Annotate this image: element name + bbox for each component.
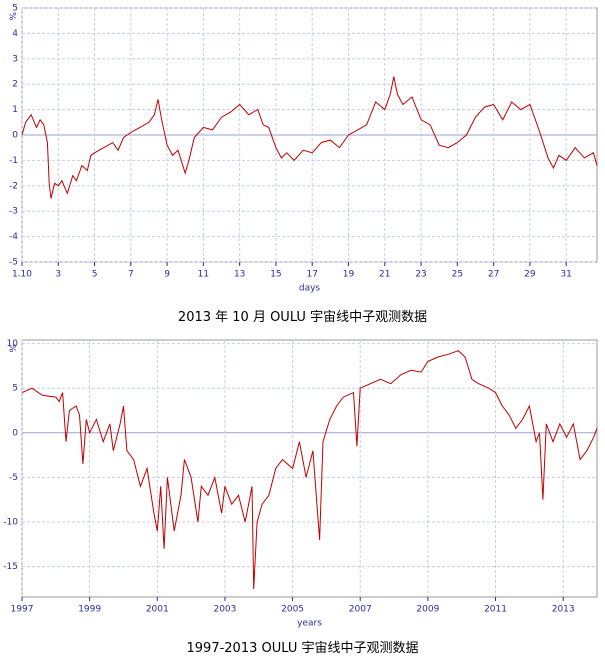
x-axis-label: days: [299, 284, 321, 294]
y-tick-label: -5: [9, 258, 18, 268]
chart-caption: 1997-2013 OULU 宇宙线中子观测数据: [186, 641, 419, 656]
x-tick-label: 2009: [416, 605, 439, 615]
x-tick-label: 9: [164, 270, 170, 280]
y-tick-label: -4: [9, 232, 18, 242]
y-tick-label: 2: [12, 80, 18, 90]
x-tick-label: 21: [379, 270, 390, 280]
y-tick-label: 3: [12, 54, 18, 64]
y-tick-label: -1: [9, 156, 18, 166]
x-tick-label: 29: [524, 270, 536, 280]
x-tick-label: 13: [234, 270, 245, 280]
chart-caption: 2013 年 10 月 OULU 宇宙线中子观测数据: [177, 310, 428, 325]
chart: -15 -10 -5 0 5 10 1997 1999 2001 2003 2005 2007 2009…: [3, 339, 598, 629]
x-tick-label: 2007: [349, 605, 372, 615]
x-tick-label: 27: [488, 270, 499, 280]
plot-area: [21, 339, 598, 598]
x-tick-label: 3: [55, 270, 61, 280]
x-axis-label: years: [297, 619, 322, 629]
x-tick-label: 2011: [484, 605, 507, 615]
x-tick-label: 15: [270, 270, 281, 280]
y-tick-label: 1: [12, 105, 18, 115]
y-tick-label: -10: [3, 518, 18, 528]
y-tick-label: 4: [12, 29, 18, 39]
y-axis-label: %: [7, 12, 17, 21]
data-line: [21, 76, 598, 199]
y-tick-label: 5: [12, 384, 18, 394]
x-tick-label: 7: [128, 270, 134, 280]
x-tick-label: 2003: [213, 605, 236, 615]
y-tick-label: -15: [3, 562, 18, 572]
x-tick-label: 11: [198, 270, 209, 280]
x-tick-label: 17: [306, 270, 317, 280]
x-tick-label: 23: [415, 270, 426, 280]
x-tick-label: 31: [560, 270, 571, 280]
x-tick-label: 1999: [78, 605, 101, 615]
x-tick-label: 5: [92, 270, 98, 280]
y-axis-label: %: [7, 344, 17, 353]
y-tick-label: 5: [12, 4, 18, 14]
data-line: [21, 350, 598, 590]
x-tick-label: 25: [452, 270, 463, 280]
y-tick-label: 0: [12, 131, 18, 141]
y-tick-label: -3: [9, 207, 18, 217]
x-tick-label: 1.10: [12, 270, 32, 280]
x-tick-label: 19: [343, 270, 355, 280]
y-tick-label: -2: [9, 181, 18, 191]
y-tick-label: 0: [12, 428, 18, 438]
y-tick-label: -5: [9, 473, 18, 483]
x-tick-label: 2001: [146, 605, 169, 615]
x-tick-label: 2013: [552, 605, 575, 615]
y-tick-label: 10: [7, 339, 19, 349]
x-tick-label: 2005: [281, 605, 304, 615]
x-tick-label: 1997: [11, 605, 34, 615]
